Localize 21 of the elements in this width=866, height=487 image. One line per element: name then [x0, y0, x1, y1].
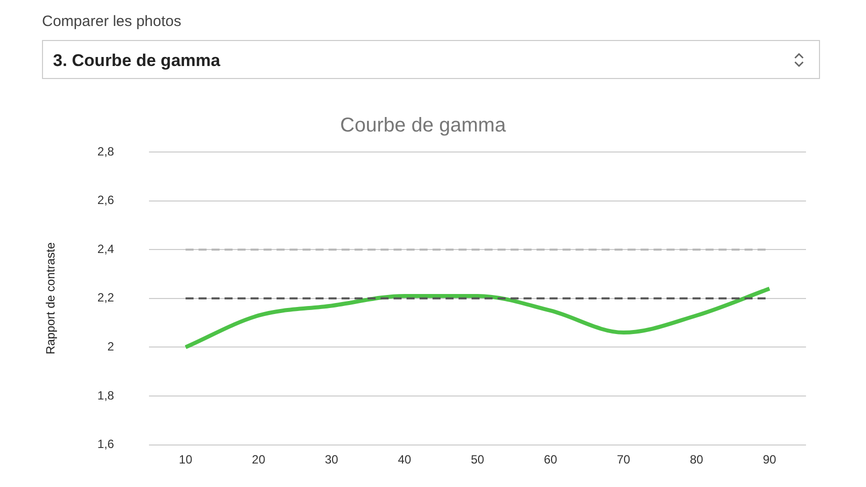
y-tick-label: 2,6 [97, 193, 114, 208]
x-tick-label: 10 [178, 452, 193, 466]
x-tick-label: 60 [544, 452, 558, 466]
y-tick-label: 2,4 [97, 242, 114, 256]
y-tick-label: 1,8 [97, 388, 114, 402]
line-series [184, 286, 772, 350]
x-tick-label: 40 [398, 452, 412, 466]
x-tick-label: 50 [470, 452, 485, 466]
x-tick-label: 70 [616, 452, 631, 466]
x-tick-label: 30 [324, 452, 339, 466]
y-axis-title: Rapport de contraste [44, 242, 58, 354]
x-tick-label: 20 [252, 452, 266, 466]
text: Comparer les photos [42, 13, 182, 30]
y-tick-label: 2 [107, 340, 114, 354]
y-tick-label: 1,6 [97, 437, 114, 452]
text: 3. Courbe de gamma [53, 51, 220, 71]
y-tick-label: 2,8 [97, 144, 114, 158]
y-tick-label: 2,2 [97, 290, 114, 305]
x-tick-label: 80 [690, 452, 704, 466]
x-tick-label: 90 [762, 452, 776, 466]
chart-title: Courbe de gamma [340, 114, 507, 137]
